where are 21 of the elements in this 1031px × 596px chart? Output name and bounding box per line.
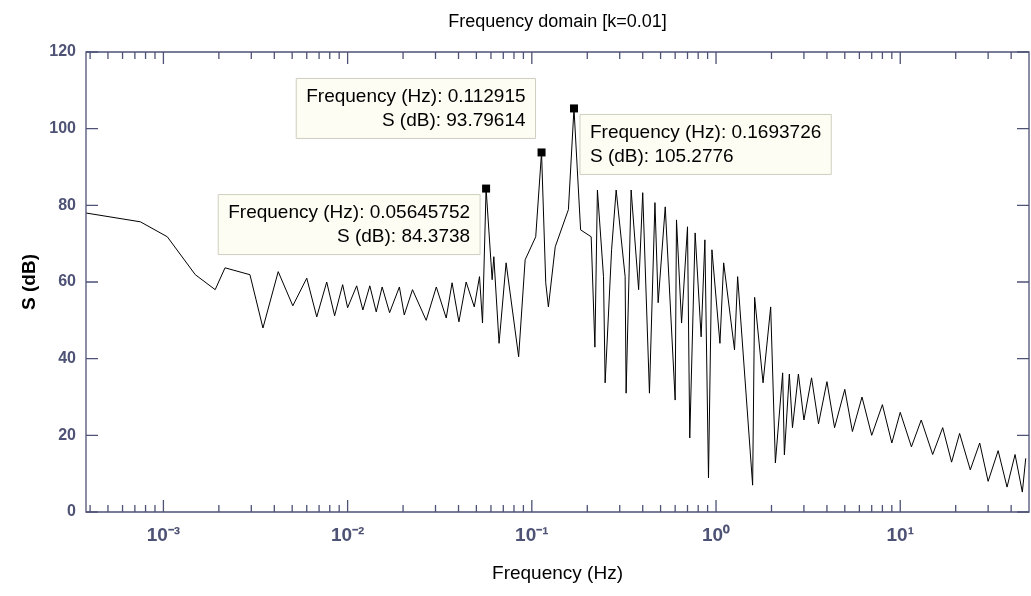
chart-title: Frequency domain [k=0.01] — [448, 10, 667, 31]
annotation: Frequency (Hz): 0.1693726 S (dB): 105.2776 — [589, 120, 822, 166]
point — [569, 104, 578, 113]
y-tick-label: 80 — [58, 195, 77, 213]
y-axis-title: S (dB) — [18, 254, 40, 310]
annotation: Frequency (Hz): 0.05645752 S (dB): 84.3738 — [228, 200, 471, 246]
x-tick-label: 10¹ — [886, 523, 914, 545]
point — [537, 148, 546, 157]
x-tick-label: 10⁻³ — [146, 523, 181, 545]
y-tick-label: 0 — [67, 502, 77, 520]
x-tick-label: 10⁻² — [330, 523, 365, 545]
point — [482, 184, 491, 193]
y-tick-label: 60 — [58, 272, 77, 290]
x-tick-label: 10⁰ — [701, 523, 731, 545]
x-axis-title: Frequency (Hz) — [492, 562, 623, 584]
x-tick-label: 10⁻¹ — [515, 523, 549, 545]
y-tick-label: 20 — [58, 425, 77, 443]
y-tick-label: 40 — [58, 349, 77, 367]
annotation: Frequency (Hz): 0.112915 S (dB): 93.79614 — [306, 84, 526, 130]
y-tick-label: 120 — [49, 42, 77, 60]
y-tick-label: 100 — [49, 119, 77, 137]
